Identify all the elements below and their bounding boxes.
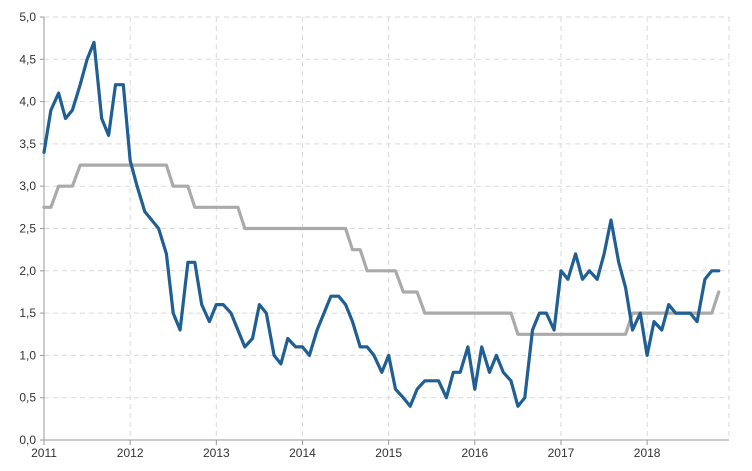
series-group [42,40,721,408]
x-tick-label: 2014 [289,446,316,460]
y-tick-label: 1,0 [19,348,36,362]
x-tick-label: 2016 [461,446,488,460]
grid [44,16,730,440]
y-tick-label: 2,5 [19,222,36,236]
x-tick-label: 2015 [375,446,402,460]
y-tick-label: 4,5 [19,52,36,66]
x-tick-label: 2018 [634,446,661,460]
y-tick-label: 0,5 [19,391,36,405]
y-tick-label: 0,0 [19,433,36,447]
y-tick-label: 2,0 [19,264,36,278]
y-tick-label: 4,0 [19,95,36,109]
series-line-2 [42,163,721,336]
x-tick-label: 2017 [548,446,575,460]
y-tick-label: 1,5 [19,306,36,320]
y-tick-label: 5,0 [19,10,36,24]
series-line-1 [42,40,721,408]
tick-labels: 0,0 0,5 1,0 1,5 2,0 2,5 3,0 3,5 4,0 4,5 5,0 2011 201… [19,10,661,460]
y-tick-label: 3,0 [19,179,36,193]
y-tick-label: 3,5 [19,137,36,151]
x-tick-label: 2012 [117,446,144,460]
x-tick-label: 2013 [203,446,230,460]
axes [40,16,729,445]
x-tick-label: 2011 [31,446,57,460]
